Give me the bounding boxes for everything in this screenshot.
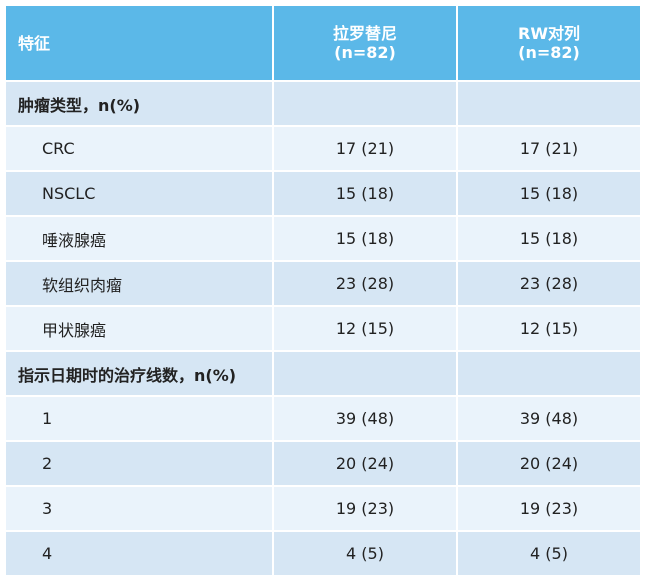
characteristics-table: 特征 拉罗替尼 (n=82) RW对列 (n=82) 肿瘤类型，n(%) CRC… bbox=[4, 4, 642, 577]
row-value-rw-cohort: 39 (48) bbox=[458, 397, 640, 440]
row-label: 甲状腺癌 bbox=[6, 307, 272, 350]
header-rw-cohort-name: RW对列 bbox=[518, 24, 580, 43]
table-row: NSCLC 15 (18) 15 (18) bbox=[6, 172, 640, 215]
header-feature: 特征 bbox=[6, 6, 272, 80]
row-label: 唾液腺癌 bbox=[6, 217, 272, 260]
header-row: 特征 拉罗替尼 (n=82) RW对列 (n=82) bbox=[6, 6, 640, 80]
table-row: 4 4 (5) 4 (5) bbox=[6, 532, 640, 575]
row-value-larotrectinib: 39 (48) bbox=[274, 397, 456, 440]
table-container: 特征 拉罗替尼 (n=82) RW对列 (n=82) 肿瘤类型，n(%) CRC… bbox=[4, 4, 640, 578]
table-row: CRC 17 (21) 17 (21) bbox=[6, 127, 640, 170]
row-label: 4 bbox=[6, 532, 272, 575]
row-value-rw-cohort: 19 (23) bbox=[458, 487, 640, 530]
header-larotrectinib-name: 拉罗替尼 bbox=[332, 24, 397, 43]
row-value-larotrectinib: 4 (5) bbox=[274, 532, 456, 575]
table-row: 1 39 (48) 39 (48) bbox=[6, 397, 640, 440]
row-label: NSCLC bbox=[6, 172, 272, 215]
header-rw-cohort-n: (n=82) bbox=[518, 43, 580, 62]
table-row: 唾液腺癌 15 (18) 15 (18) bbox=[6, 217, 640, 260]
row-value-larotrectinib: 15 (18) bbox=[274, 172, 456, 215]
table-row: 软组织肉瘤 23 (28) 23 (28) bbox=[6, 262, 640, 305]
section-empty-cell bbox=[458, 352, 640, 395]
section-title: 肿瘤类型，n(%) bbox=[6, 82, 272, 125]
row-value-larotrectinib: 15 (18) bbox=[274, 217, 456, 260]
table-row: 甲状腺癌 12 (15) 12 (15) bbox=[6, 307, 640, 350]
section-row: 指示日期时的治疗线数，n(%) bbox=[6, 352, 640, 395]
row-label: 软组织肉瘤 bbox=[6, 262, 272, 305]
table-row: 3 19 (23) 19 (23) bbox=[6, 487, 640, 530]
row-value-larotrectinib: 17 (21) bbox=[274, 127, 456, 170]
row-label: CRC bbox=[6, 127, 272, 170]
section-empty-cell bbox=[274, 82, 456, 125]
row-label: 3 bbox=[6, 487, 272, 530]
row-value-rw-cohort: 20 (24) bbox=[458, 442, 640, 485]
header-larotrectinib: 拉罗替尼 (n=82) bbox=[274, 6, 456, 80]
row-value-rw-cohort: 15 (18) bbox=[458, 172, 640, 215]
row-value-rw-cohort: 12 (15) bbox=[458, 307, 640, 350]
row-value-larotrectinib: 19 (23) bbox=[274, 487, 456, 530]
table-row: 2 20 (24) 20 (24) bbox=[6, 442, 640, 485]
section-title: 指示日期时的治疗线数，n(%) bbox=[6, 352, 272, 395]
row-value-rw-cohort: 17 (21) bbox=[458, 127, 640, 170]
row-value-rw-cohort: 23 (28) bbox=[458, 262, 640, 305]
row-value-rw-cohort: 4 (5) bbox=[458, 532, 640, 575]
row-value-larotrectinib: 12 (15) bbox=[274, 307, 456, 350]
row-label: 1 bbox=[6, 397, 272, 440]
row-value-larotrectinib: 20 (24) bbox=[274, 442, 456, 485]
section-empty-cell bbox=[458, 82, 640, 125]
row-value-rw-cohort: 15 (18) bbox=[458, 217, 640, 260]
header-larotrectinib-n: (n=82) bbox=[334, 43, 396, 62]
row-label: 2 bbox=[6, 442, 272, 485]
header-rw-cohort: RW对列 (n=82) bbox=[458, 6, 640, 80]
row-value-larotrectinib: 23 (28) bbox=[274, 262, 456, 305]
section-row: 肿瘤类型，n(%) bbox=[6, 82, 640, 125]
section-empty-cell bbox=[274, 352, 456, 395]
